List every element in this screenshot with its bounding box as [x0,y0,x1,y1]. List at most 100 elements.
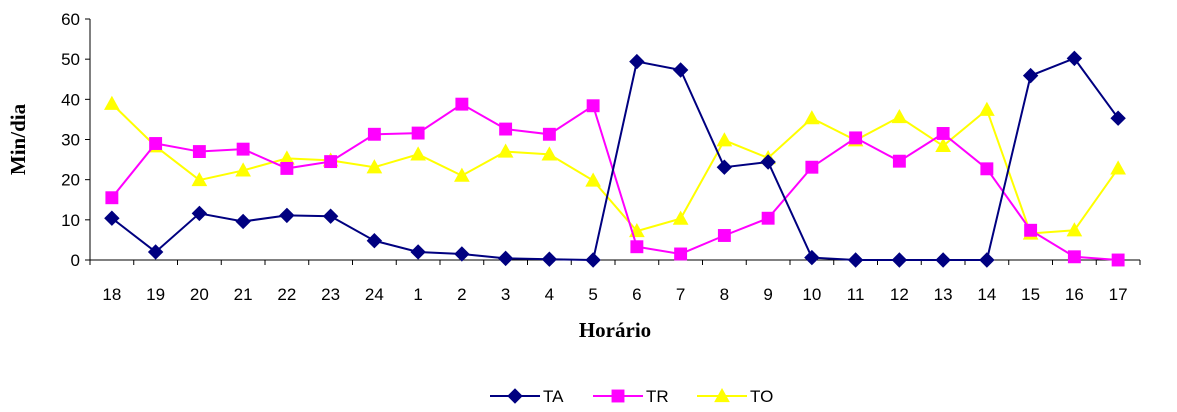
data-point-ta [585,252,601,268]
data-point-to [454,167,470,182]
data-point-to [366,159,383,174]
x-tick-label: 17 [1109,285,1128,304]
data-point-ta [847,252,864,268]
legend-marker [714,387,730,403]
data-point-ta [541,251,558,267]
data-point-ta [366,233,383,249]
x-tick-label: 1 [413,285,422,304]
data-point-ta [279,207,295,224]
y-tick-label: 10 [61,211,80,230]
data-point-to [716,132,733,147]
data-point-to [410,146,426,161]
data-point-ta [629,53,645,70]
legend-marker [611,389,625,403]
data-point-tr [149,137,163,150]
data-point-tr [192,145,206,159]
series-line-to [111,103,1119,235]
x-tick-label: 2 [457,285,466,304]
data-point-tr [1024,223,1038,237]
data-point-to [1066,222,1083,237]
x-tick-label: 3 [501,285,510,304]
data-point-tr [499,122,513,136]
legend-item-to: TO [697,387,773,406]
x-tick-label: 5 [588,285,597,304]
legend-label: TO [750,387,773,406]
data-point-tr [1111,253,1125,267]
data-point-ta [804,249,820,266]
data-point-ta [891,252,908,268]
legend-label: TR [646,387,669,406]
y-ticks: 0 10 20 30 40 50 60 [61,10,90,270]
x-tick-label: 15 [1021,285,1040,304]
legend-label: TA [543,387,564,406]
x-tick-label: 13 [934,285,953,304]
data-point-ta [497,250,514,267]
data-point-tr [674,247,688,261]
x-tick-label: 19 [146,285,165,304]
data-point-tr [980,162,994,176]
x-tick-label: 22 [277,285,296,304]
series-to [104,95,1126,240]
legend: TA TR TO [490,387,773,406]
data-point-ta [191,205,208,222]
x-tick-label: 12 [890,285,909,304]
legend-item-ta: TA [490,387,564,406]
data-point-tr [630,240,644,254]
data-point-ta [1022,67,1039,84]
data-point-tr [586,99,600,113]
data-point-ta [147,244,164,260]
x-tick-label: 23 [321,285,340,304]
data-point-tr [324,155,338,169]
x-tick-label: 6 [632,285,641,304]
data-point-ta [104,210,120,226]
y-tick-label: 50 [61,50,80,69]
data-point-to [804,110,820,125]
data-point-ta [1110,110,1126,126]
y-axis-title: Min/dia [6,103,30,175]
x-tick-label: 11 [847,285,865,304]
data-point-ta [235,213,251,230]
series-tr [105,97,1125,267]
y-tick-label: 20 [61,171,80,190]
data-point-ta [410,244,426,260]
x-tick-label: 18 [102,285,121,304]
data-point-tr [367,127,381,141]
data-point-tr [805,160,819,174]
data-point-to [1110,160,1126,175]
series-line-tr [111,102,1119,261]
legend-marker [507,388,523,404]
x-axis-title: Horário [579,318,651,342]
data-point-to [191,172,208,187]
x-tick-label: 16 [1065,285,1084,304]
x-tick-label: 14 [977,285,996,304]
data-point-to [585,172,601,187]
data-point-tr [236,142,250,156]
data-point-tr [761,211,775,225]
data-point-to [104,95,120,110]
data-point-ta [979,252,995,268]
data-point-to [541,146,558,161]
data-point-tr [542,127,556,141]
data-point-tr [105,191,119,205]
y-tick-label: 30 [61,131,80,150]
data-point-to [979,101,995,116]
data-point-ta [454,246,470,262]
x-tick-label: 4 [545,285,554,304]
x-tick-label: 24 [365,285,384,304]
legend-item-tr: TR [593,387,669,406]
data-point-ta [760,154,776,170]
data-point-ta [1066,50,1083,67]
series-ta [104,50,1126,268]
data-point-tr [1067,250,1081,264]
x-tick-label: 7 [676,285,685,304]
data-point-tr [411,126,425,140]
data-point-to [891,108,908,124]
x-tick-label: 9 [763,285,772,304]
y-tick-label: 40 [61,90,80,109]
data-point-tr [717,229,731,242]
data-point-ta [322,208,339,224]
data-point-to [497,143,514,158]
data-point-to [235,162,251,177]
x-tick-label: 21 [234,285,253,304]
plot-area [104,50,1126,268]
